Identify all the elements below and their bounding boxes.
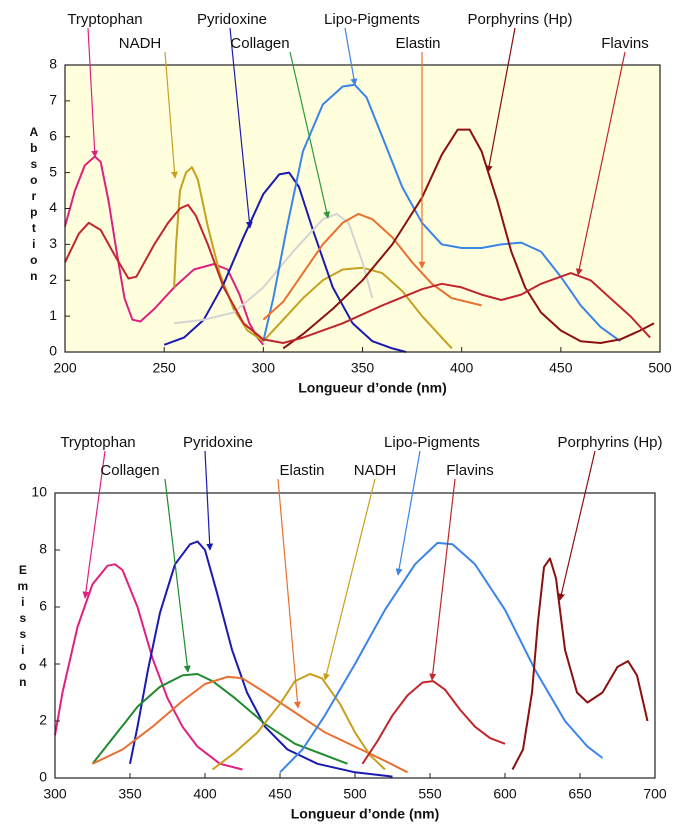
series-line: [163, 171, 407, 353]
x-tick-label: 600: [493, 786, 517, 802]
series-label: Lipo-Pigments: [384, 434, 480, 451]
x-tick-label: 300: [43, 786, 67, 802]
x-axis-label: Longueur d’onde (nm): [291, 806, 440, 822]
y-axis-label: Emission: [16, 563, 30, 691]
annotation-arrow: [277, 478, 301, 709]
annotation-arrow: [558, 450, 596, 601]
series-line: [173, 212, 374, 325]
x-tick-label: 450: [549, 360, 573, 376]
annotation-arrow: [395, 450, 421, 576]
x-tick-label: 650: [568, 786, 592, 802]
annotation-arrow: [485, 27, 516, 173]
y-tick-label: 3: [49, 235, 57, 251]
annotation-arrow: [164, 478, 191, 673]
y-tick-label: 4: [39, 655, 47, 671]
x-tick-label: 400: [450, 360, 474, 376]
series-line: [282, 128, 655, 350]
y-tick-label: 8: [39, 541, 47, 557]
series-label: Pyridoxine: [197, 11, 267, 28]
series-label: Collagen: [100, 462, 159, 479]
y-tick-label: 6: [49, 127, 57, 143]
x-tick-label: 550: [418, 786, 442, 802]
annotation-arrow: [164, 51, 178, 179]
series-line: [361, 680, 506, 765]
y-tick-label: 4: [49, 199, 57, 215]
x-tick-label: 500: [343, 786, 367, 802]
annotation-arrow: [575, 51, 626, 276]
x-tick-label: 400: [193, 786, 217, 802]
series-line: [64, 203, 651, 344]
y-tick-label: 5: [49, 163, 57, 179]
series-line: [92, 675, 408, 774]
series-label: Elastin: [395, 35, 440, 52]
series-label: Lipo-Pigments: [324, 11, 420, 28]
series-line: [279, 541, 604, 774]
series-label: Elastin: [279, 462, 324, 479]
series-line: [91, 673, 348, 765]
series-label: Flavins: [446, 462, 494, 479]
y-tick-label: 0: [49, 343, 57, 359]
x-tick-label: 350: [118, 786, 142, 802]
series-label: Tryptophan: [60, 434, 135, 451]
y-tick-label: 8: [49, 56, 57, 72]
series-line: [129, 540, 393, 778]
series-line: [511, 557, 649, 770]
x-tick-label: 300: [252, 360, 276, 376]
y-tick-label: 7: [49, 92, 57, 108]
x-tick-label: 500: [648, 360, 672, 376]
annotation-arrow: [289, 51, 331, 219]
y-axis-label: Absorption: [27, 125, 41, 285]
y-tick-label: 2: [49, 271, 57, 287]
annotation-arrow: [344, 27, 358, 86]
x-axis-label: Longueur d’onde (nm): [298, 380, 447, 396]
annotation-arrow: [87, 27, 99, 158]
series-label: Pyridoxine: [183, 434, 253, 451]
x-tick-label: 200: [53, 360, 77, 376]
series-label: Collagen: [230, 35, 289, 52]
annotation-arrow: [323, 478, 376, 681]
series-label: NADH: [119, 35, 162, 52]
series-line: [211, 673, 386, 771]
series-label: Flavins: [601, 35, 649, 52]
y-tick-label: 1: [49, 307, 57, 323]
x-tick-label: 700: [643, 786, 667, 802]
annotation-arrow: [82, 450, 106, 599]
y-tick-label: 6: [39, 598, 47, 614]
y-tick-label: 0: [39, 769, 47, 785]
x-tick-label: 250: [152, 360, 176, 376]
y-tick-label: 10: [31, 484, 47, 500]
series-label: Porphyrins (Hp): [467, 11, 572, 28]
annotation-arrow: [204, 450, 214, 551]
x-tick-label: 450: [268, 786, 292, 802]
x-tick-label: 350: [351, 360, 375, 376]
series-label: Tryptophan: [67, 11, 142, 28]
plot-area: [65, 65, 660, 352]
series-line: [54, 563, 243, 771]
series-label: Porphyrins (Hp): [557, 434, 662, 451]
annotation-arrow: [229, 27, 253, 229]
annotation-arrow: [429, 478, 456, 681]
series-label: NADH: [354, 462, 397, 479]
y-tick-label: 2: [39, 712, 47, 728]
